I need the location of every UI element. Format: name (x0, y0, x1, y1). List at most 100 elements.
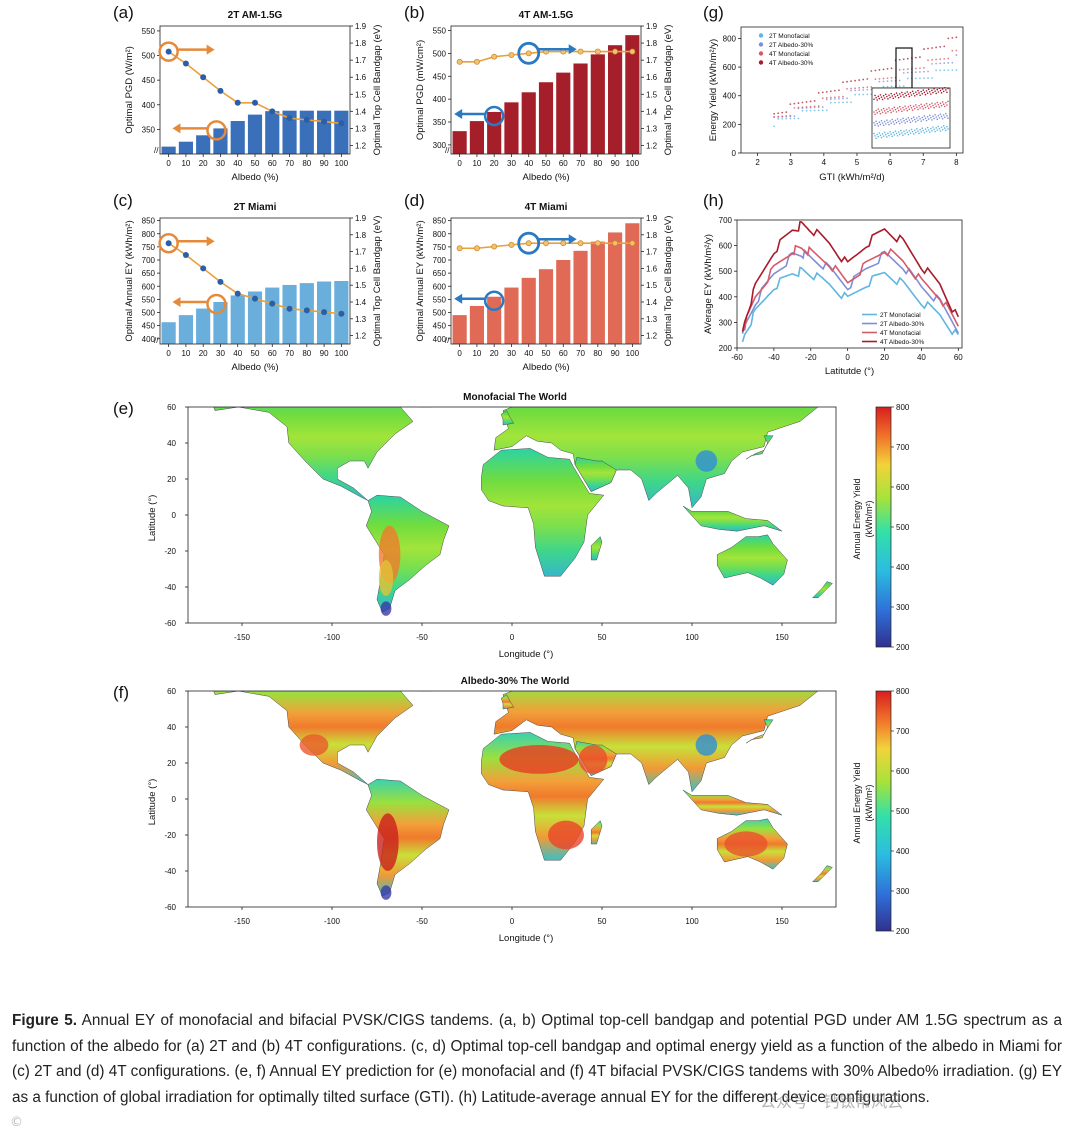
inset-point (891, 95, 894, 97)
y2-axis-label: Optimal Top Cell Bandgap (eV) (372, 25, 383, 156)
yield-hotspot (499, 745, 579, 774)
y-tick-label: -60 (164, 903, 176, 912)
inset-point (925, 119, 928, 122)
scatter-point (793, 102, 796, 105)
continent-madagascar (590, 536, 603, 561)
x-tick-label: 90 (611, 159, 620, 168)
bandgap-point (473, 245, 480, 252)
inset-point (938, 117, 941, 119)
y-tick-label: 600 (723, 63, 737, 72)
scatter-point (842, 95, 844, 98)
inset-point (941, 101, 944, 103)
bar (161, 322, 176, 344)
y-tick-label: 550 (142, 27, 156, 36)
y-tick-label: 850 (433, 217, 447, 226)
scatter-point (951, 36, 954, 39)
inset-point (900, 95, 902, 97)
inset-point (888, 107, 890, 109)
inset-point (917, 119, 919, 122)
map-land-group (213, 407, 833, 616)
inset-point (889, 96, 891, 99)
inset-point (927, 118, 930, 120)
scatter-point (805, 101, 808, 103)
scatter-point (846, 97, 848, 100)
x-tick-label: 6 (888, 158, 893, 167)
inset-point (910, 128, 913, 131)
inset-point (887, 132, 889, 135)
inset-point (897, 120, 900, 123)
x-tick-label: 2 (755, 158, 760, 167)
scatter-point (781, 111, 784, 114)
axis-break-mark: // (445, 146, 450, 155)
inset-point (898, 133, 901, 136)
scatter-point (866, 86, 869, 89)
bar (556, 260, 571, 344)
annotation-circle (158, 41, 179, 62)
annotation-arrowhead (568, 44, 577, 55)
inset-point (939, 113, 942, 115)
inset-point (895, 121, 898, 124)
x-tick-label: 80 (302, 159, 311, 168)
inset-point (925, 90, 928, 92)
y2-tick-label: 1.2 (355, 141, 367, 150)
x-tick-label: 100 (335, 159, 349, 168)
chart-title: 4T AM-1.5G (519, 10, 574, 21)
inset-point (873, 98, 875, 100)
x-tick-label: 50 (598, 633, 607, 642)
inset-point (935, 92, 938, 95)
scatter-point (817, 106, 820, 109)
y2-tick-label: 1.2 (355, 332, 367, 341)
scatter-point (914, 67, 917, 70)
bar (521, 92, 536, 154)
inset-point (884, 93, 887, 96)
scatter-point (797, 106, 800, 109)
y2-tick-label: 1.4 (355, 298, 367, 307)
x-tick-label: -40 (768, 353, 780, 362)
y-axis-label: Latitude (°) (147, 779, 158, 826)
scatter-point (935, 58, 938, 61)
x-tick-label: 80 (302, 349, 311, 358)
y-tick-label: 300 (433, 141, 447, 150)
scatter-point (793, 106, 796, 109)
bar (487, 111, 502, 154)
y2-tick-label: 1.5 (646, 90, 658, 99)
inset-point (916, 117, 918, 119)
x-tick-label: 50 (598, 917, 607, 926)
bar (608, 45, 623, 155)
y-tick-label: 500 (142, 52, 156, 61)
x-tick-label: 70 (576, 159, 585, 168)
continent-japan (745, 719, 774, 744)
scatter-point (902, 85, 905, 87)
scatter-point (858, 89, 861, 92)
inset-point (904, 132, 906, 135)
x-tick-label: 80 (593, 349, 602, 358)
inset-point (924, 106, 927, 109)
scatter-point (809, 105, 812, 108)
scatter-point (854, 89, 857, 92)
y2-axis-label: Optimal Top Cell Bandgap (eV) (663, 216, 674, 347)
scatter-point (809, 100, 812, 103)
x-tick-label: 10 (181, 159, 190, 168)
inset-point (908, 119, 911, 121)
continent-new-zealand (811, 865, 833, 883)
annotation-arrowhead (454, 108, 463, 119)
bandgap-point (217, 87, 224, 94)
y-axis-label: Optimal Annual EY (kWh/m²) (415, 220, 426, 341)
bandgap-point (303, 307, 310, 314)
y2-tick-label: 1.8 (355, 39, 367, 48)
scatter-point (951, 49, 954, 52)
inset-point (937, 125, 940, 128)
scatter-point (947, 69, 950, 72)
y-tick-label: 800 (433, 230, 447, 239)
bar (469, 305, 484, 344)
inset-point (922, 118, 925, 121)
scatter-point (821, 106, 824, 108)
inset-point (892, 97, 895, 100)
scatter-chart-g: 2 3 4 5 6 7 8 0 200 400 600 800 GTI (kWh/m²/d) Energy… (708, 26, 964, 183)
scatter-point (919, 77, 921, 80)
inset-point (921, 127, 924, 129)
y-tick-label: 700 (433, 256, 447, 265)
x-tick-label: 10 (181, 349, 190, 358)
colorbar-tick-label: 500 (896, 807, 910, 816)
x-tick-label: 100 (626, 349, 640, 358)
